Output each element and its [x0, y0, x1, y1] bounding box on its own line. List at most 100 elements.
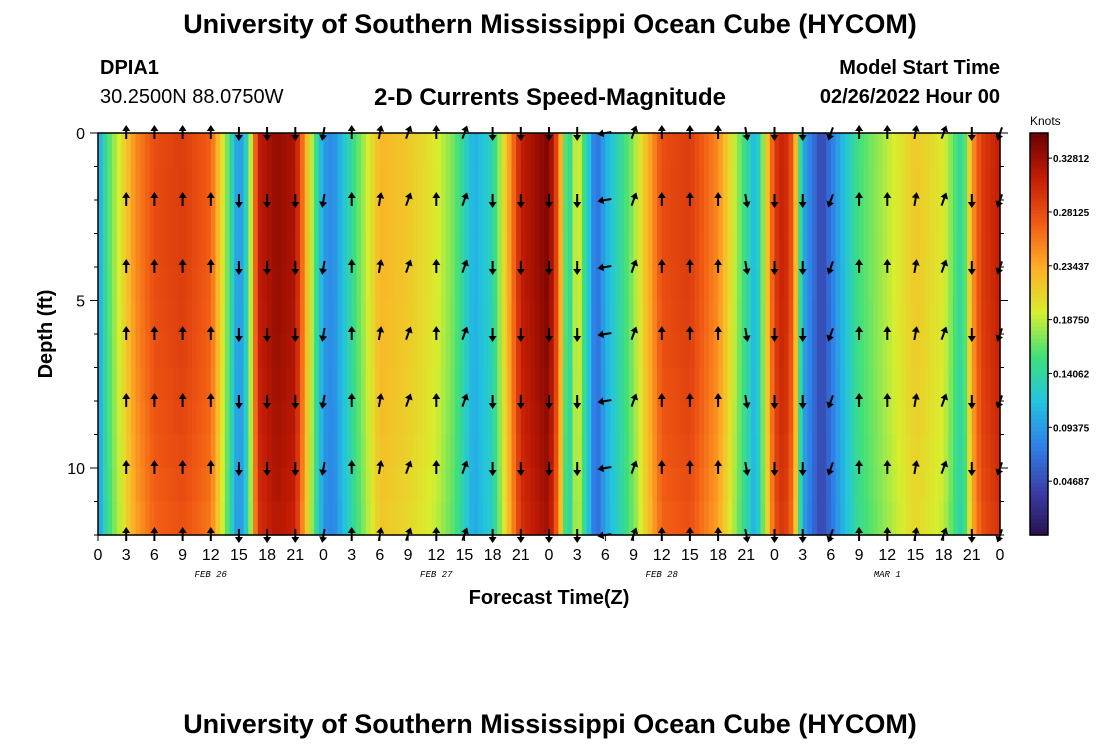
- heatmap-cell: [807, 501, 813, 536]
- heatmap-cell: [605, 367, 611, 402]
- heatmap-cell: [614, 233, 621, 268]
- heatmap-cell: [657, 166, 663, 201]
- heatmap-cell: [285, 434, 292, 469]
- heatmap-cell: [751, 300, 757, 335]
- heatmap-cell: [314, 233, 320, 268]
- heatmap-cell: [361, 501, 367, 536]
- heatmap-cell: [985, 401, 992, 436]
- heatmap-cell: [844, 267, 851, 302]
- heatmap-cell: [948, 267, 954, 302]
- heatmap-cell: [267, 401, 273, 436]
- heatmap-cell: [591, 401, 597, 436]
- current-vector: [516, 194, 525, 208]
- heatmap-cell: [393, 200, 400, 235]
- heatmap-cell: [788, 133, 794, 168]
- heatmap-cell: [534, 166, 541, 201]
- heatmap-cell: [760, 133, 766, 168]
- current-vector: [630, 393, 639, 407]
- heatmap-cell: [934, 367, 940, 402]
- heatmap-cell: [962, 300, 968, 335]
- heatmap-cell: [751, 166, 757, 201]
- colorbar-tick-label: 0.14062: [1053, 369, 1090, 380]
- heatmap-cell: [671, 468, 677, 503]
- heatmap-cell: [271, 434, 278, 469]
- heatmap-cell: [619, 367, 625, 402]
- heatmap-cell: [563, 334, 569, 369]
- heatmap-cell: [779, 434, 785, 469]
- heatmap-cell: [985, 300, 992, 335]
- heatmap-cell: [699, 434, 705, 469]
- heatmap-cell: [262, 334, 268, 369]
- heatmap-cell: [126, 133, 132, 168]
- heatmap-cell: [685, 434, 691, 469]
- heatmap-cell: [159, 434, 165, 469]
- heatmap-cell: [168, 200, 174, 235]
- heatmap-cell: [783, 468, 790, 503]
- heatmap-cell: [595, 434, 602, 469]
- heatmap-cell: [144, 166, 151, 201]
- heatmap-cell: [464, 501, 470, 536]
- heatmap-cell: [882, 501, 888, 536]
- heatmap-cell: [812, 434, 818, 469]
- heatmap-cell: [511, 300, 517, 335]
- heatmap-cell: [210, 434, 217, 469]
- heatmap-cell: [830, 233, 837, 268]
- heatmap-cell: [497, 166, 503, 201]
- heatmap-cell: [962, 468, 968, 503]
- heatmap-cell: [680, 267, 686, 302]
- colorbar-segment: [1030, 313, 1048, 319]
- heatmap-cell: [107, 166, 113, 201]
- heatmap-cell: [229, 166, 235, 201]
- heatmap-cell: [816, 233, 823, 268]
- heatmap-cell: [525, 501, 531, 536]
- heatmap-cell: [539, 133, 545, 168]
- heatmap-cell: [929, 133, 935, 168]
- heatmap-cell: [595, 334, 602, 369]
- heatmap-cell: [130, 468, 137, 503]
- heatmap-cell: [539, 200, 545, 235]
- heatmap-cell: [130, 401, 137, 436]
- heatmap-cell: [732, 401, 738, 436]
- heatmap-cell: [985, 468, 992, 503]
- heatmap-cell: [253, 233, 259, 268]
- heatmap-cell: [248, 133, 254, 168]
- heatmap-cell: [426, 401, 433, 436]
- current-vector: [770, 462, 779, 476]
- colorbar-segment: [1030, 518, 1048, 524]
- heatmap-cell: [751, 200, 757, 235]
- heatmap-cell: [398, 334, 404, 369]
- heatmap-cell: [957, 434, 964, 469]
- heatmap-cell: [370, 434, 376, 469]
- heatmap-cell: [981, 200, 987, 235]
- heatmap-cell: [346, 300, 353, 335]
- heatmap-cell: [577, 300, 583, 335]
- heatmap-cell: [224, 166, 231, 201]
- heatmap-cell: [647, 166, 653, 201]
- heatmap-cell: [765, 133, 771, 168]
- current-vector: [461, 259, 469, 273]
- heatmap-cell: [553, 233, 559, 268]
- heatmap-cell: [718, 401, 724, 436]
- heatmap-cell: [957, 468, 964, 503]
- heatmap-cell: [149, 367, 155, 402]
- colorbar-segment: [1030, 181, 1048, 186]
- heatmap-cell: [929, 501, 935, 536]
- heatmap-cell: [990, 401, 996, 436]
- heatmap-cell: [971, 468, 978, 503]
- heatmap-cell: [600, 200, 606, 235]
- heatmap-cell: [102, 200, 108, 235]
- heatmap-cell: [431, 133, 437, 168]
- heatmap-cell: [924, 133, 931, 168]
- heatmap-cell: [746, 468, 752, 503]
- heatmap-cell: [544, 434, 550, 469]
- heatmap-cell: [685, 300, 691, 335]
- heatmap-cell: [666, 401, 672, 436]
- heatmap-cell: [581, 434, 588, 469]
- heatmap-cell: [300, 434, 306, 469]
- heatmap-cell: [849, 300, 855, 335]
- heatmap-cell: [431, 200, 437, 235]
- heatmap-cell: [887, 367, 893, 402]
- heatmap-cell: [558, 233, 564, 268]
- heatmap-cell: [506, 166, 513, 201]
- heatmap-cell: [304, 300, 311, 335]
